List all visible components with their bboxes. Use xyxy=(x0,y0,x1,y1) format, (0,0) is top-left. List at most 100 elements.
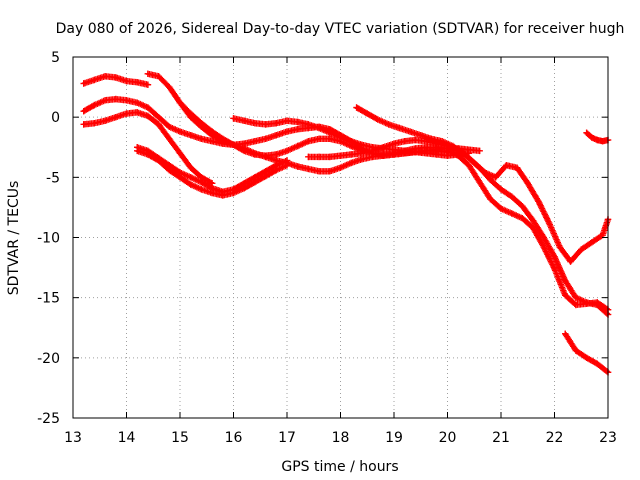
data-point xyxy=(551,253,558,260)
data-point xyxy=(155,73,162,80)
data-point xyxy=(273,132,280,139)
data-point xyxy=(412,148,419,156)
data-point xyxy=(251,151,259,158)
x-tick-label: 23 xyxy=(599,430,617,446)
data-point xyxy=(241,147,248,155)
data-point xyxy=(155,157,162,164)
x-tick-label: 22 xyxy=(546,430,564,446)
data-point xyxy=(134,109,141,116)
data-point xyxy=(348,159,355,167)
data-point xyxy=(594,299,601,306)
x-axis-label: GPS time / hours xyxy=(281,459,398,475)
data-point xyxy=(465,162,473,169)
data-point xyxy=(567,258,574,265)
data-point xyxy=(374,116,382,123)
data-point xyxy=(155,113,162,121)
data-point xyxy=(283,128,291,135)
data-point xyxy=(385,121,392,128)
data-point xyxy=(91,119,98,127)
data-point xyxy=(428,135,435,143)
data-point xyxy=(417,132,424,139)
data-point xyxy=(144,112,152,120)
data-point xyxy=(134,79,141,86)
data-point xyxy=(476,178,483,186)
data-point xyxy=(422,138,430,145)
chart-title: Day 080 of 2026, Sidereal Day-to-day VTE… xyxy=(56,21,625,37)
data-point xyxy=(551,265,558,272)
y-tick-label: -25 xyxy=(37,411,60,427)
data-point xyxy=(380,144,387,151)
data-point xyxy=(503,162,510,169)
series-track-1 xyxy=(80,73,152,88)
data-point xyxy=(438,138,446,145)
data-point xyxy=(251,138,259,145)
data-point xyxy=(444,147,451,155)
data-point xyxy=(337,164,344,171)
data-point xyxy=(283,147,291,155)
data-point xyxy=(390,140,398,147)
data-point xyxy=(187,110,194,117)
data-point xyxy=(176,99,184,106)
data-point xyxy=(112,113,119,121)
data-point xyxy=(529,224,537,232)
data-point xyxy=(91,76,98,84)
y-tick-label: 0 xyxy=(51,110,60,126)
data-point xyxy=(176,174,184,181)
data-point xyxy=(572,294,580,301)
data-point xyxy=(123,77,130,85)
x-tick-label: 16 xyxy=(225,430,243,446)
data-point xyxy=(583,129,590,137)
data-point xyxy=(166,166,173,174)
data-point xyxy=(305,138,312,145)
data-point xyxy=(412,136,419,144)
data-point xyxy=(219,135,226,143)
series-track-6 xyxy=(134,147,291,199)
y-tick-label: 5 xyxy=(51,50,60,66)
data-point xyxy=(262,152,269,159)
data-point xyxy=(572,301,580,309)
data-point xyxy=(401,147,408,155)
data-point xyxy=(294,142,301,150)
data-point xyxy=(208,138,216,145)
data-point xyxy=(80,107,87,115)
data-point xyxy=(230,189,237,197)
data-point xyxy=(187,164,194,171)
data-point xyxy=(455,152,462,159)
data-point xyxy=(230,115,237,122)
data-point xyxy=(380,151,387,158)
data-point xyxy=(337,152,344,159)
data-point xyxy=(198,178,205,186)
data-point xyxy=(144,151,152,158)
data-point xyxy=(241,117,248,124)
series-track-4 xyxy=(80,109,216,187)
data-point xyxy=(176,150,184,157)
ticks: 13 14 15 16 17 18 19 20 21 22 23 -25 -20 -15 -10 -5 0 5 xyxy=(37,50,617,446)
data-point xyxy=(305,165,312,173)
data-point xyxy=(305,153,312,161)
data-point xyxy=(497,205,505,212)
data-point xyxy=(241,184,248,192)
y-tick-label: -15 xyxy=(37,291,60,307)
data-point xyxy=(198,119,205,127)
data-point xyxy=(358,141,366,149)
data-point xyxy=(112,95,119,103)
y-axis-label: SDTVAR / TECUs xyxy=(6,181,22,296)
x-tick-label: 14 xyxy=(118,430,136,446)
data-point xyxy=(326,135,333,143)
x-tick-label: 21 xyxy=(492,430,510,446)
data-point xyxy=(187,174,194,181)
data-point xyxy=(101,117,109,124)
data-point xyxy=(166,135,173,143)
data-point xyxy=(465,154,473,162)
data-point xyxy=(134,99,141,106)
data-point xyxy=(80,80,87,87)
data-point xyxy=(508,193,515,200)
data-point xyxy=(144,81,152,88)
data-point xyxy=(401,138,408,145)
series-track-13 xyxy=(562,330,612,376)
data-point xyxy=(476,147,483,155)
data-point xyxy=(508,210,515,217)
data-point xyxy=(273,151,280,158)
data-point xyxy=(583,300,590,307)
